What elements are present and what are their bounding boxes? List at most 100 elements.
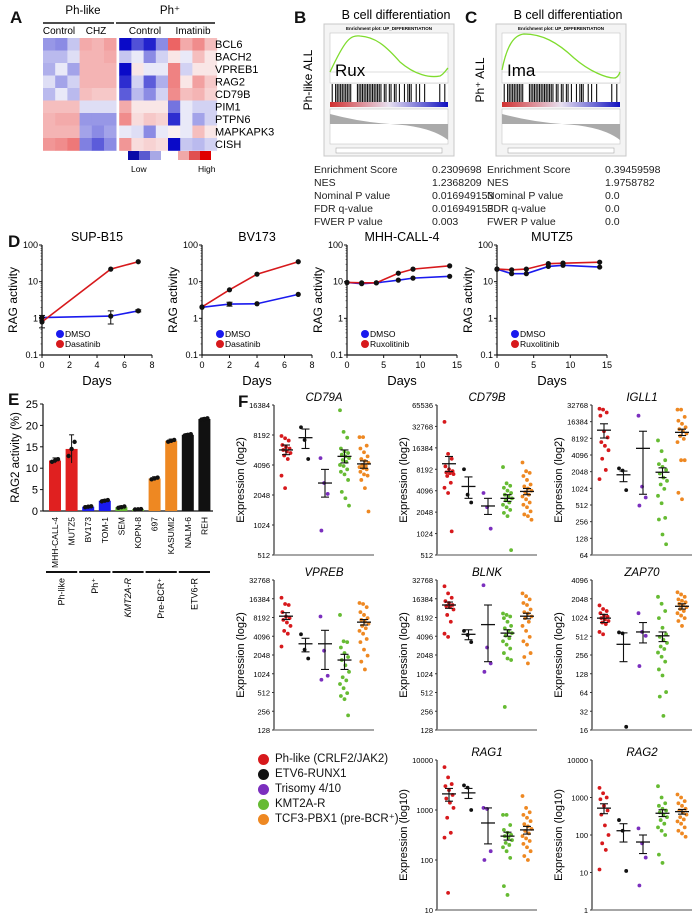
- sample-point: [679, 407, 683, 412]
- y-tick-label: 2048: [253, 491, 270, 500]
- sample-point: [521, 841, 526, 846]
- sample-point: [601, 632, 605, 637]
- gsea-hit: [530, 84, 532, 102]
- scatter-cd79b: CD79B 512 1024 2048 4096 8192 16384 32768 65536 E…: [398, 392, 537, 560]
- bar-nalm-6: [181, 434, 194, 511]
- gsea-hit: [377, 84, 379, 102]
- heatmap-cell: [43, 113, 56, 126]
- sample-point: [520, 624, 525, 628]
- scale-high-label: High: [198, 164, 216, 174]
- sample-point: [683, 834, 688, 839]
- x-tick-label: 8: [149, 360, 154, 370]
- sample-point: [657, 694, 662, 699]
- sample-point: [624, 724, 629, 729]
- stat-value: 0.0: [605, 190, 620, 202]
- sample-point: [665, 478, 669, 483]
- sample-point: [600, 456, 605, 461]
- sample-point: [679, 613, 683, 618]
- sample-point: [339, 452, 344, 457]
- series-line-dasatinib: [201, 260, 299, 308]
- sample-point: [363, 667, 367, 672]
- heatmap-cell: [67, 50, 80, 64]
- sample-point: [481, 806, 486, 810]
- heatmap-cell: [119, 75, 132, 89]
- y-axis-label: Expression (log2): [398, 612, 410, 698]
- sample-point: [365, 454, 370, 459]
- sample-point: [680, 624, 684, 628]
- data-point: [523, 271, 529, 277]
- x-tick-label: 8: [309, 360, 314, 370]
- sample-point: [663, 659, 668, 664]
- sample-point: [443, 464, 448, 469]
- sample-point: [342, 697, 347, 702]
- sample-point: [664, 808, 668, 813]
- heatmap-cell: [131, 100, 144, 114]
- sample-point: [657, 462, 661, 467]
- gene-label: RAG2: [215, 77, 245, 89]
- sample-point: [617, 466, 621, 471]
- heatmap-cell: [143, 113, 157, 126]
- heatmap-cell: [43, 138, 56, 151]
- panel-letter-f: F: [238, 392, 249, 411]
- sample-point: [679, 795, 683, 800]
- sample-point: [462, 467, 466, 472]
- gsea-hit: [528, 84, 530, 102]
- sample-point: [451, 472, 456, 477]
- stat-row: FDR q-value 0.0: [487, 203, 660, 216]
- sample-point: [525, 478, 529, 482]
- sample-point: [341, 430, 346, 434]
- y-tick-label: 256: [420, 707, 433, 716]
- sample-point: [502, 651, 506, 655]
- sample-point: [510, 838, 514, 843]
- gsea-side-label: Ph-like ALL: [301, 49, 315, 110]
- sample-point: [681, 817, 686, 822]
- sample-point: [520, 794, 525, 798]
- sample-point: [636, 611, 641, 616]
- sample-point: [338, 613, 342, 617]
- gsea-hit: [518, 84, 520, 102]
- sample-point: [606, 448, 611, 453]
- gsea-hit: [532, 84, 534, 102]
- sample-point: [663, 515, 668, 520]
- sample-point: [508, 508, 513, 512]
- y-tick-label: 4096: [253, 632, 270, 641]
- gsea-hit: [570, 84, 572, 102]
- sample-point: [675, 440, 680, 445]
- heatmap-cell: [104, 38, 117, 51]
- sample-point: [656, 438, 660, 443]
- gsea-hit: [368, 84, 370, 102]
- gsea-hit: [542, 84, 544, 102]
- gene-label: CISH: [215, 139, 241, 151]
- sample-point: [504, 812, 509, 817]
- heatmap-cell: [180, 75, 193, 89]
- heatmap-cell: [143, 50, 157, 64]
- data-point: [39, 319, 45, 325]
- sample-point: [346, 451, 350, 455]
- sample-point: [657, 852, 661, 857]
- sample-point: [345, 435, 350, 440]
- gsea-hit: [360, 84, 362, 102]
- sample-point: [286, 603, 291, 607]
- y-tick-label: 4096: [416, 632, 433, 641]
- gsea-es-curve: [329, 35, 449, 78]
- sample-point: [603, 823, 607, 828]
- gsea-hit: [390, 84, 392, 102]
- heatmap-cell: [155, 100, 169, 114]
- stat-value: 0.016949153: [432, 203, 494, 215]
- data-point: [447, 273, 453, 279]
- sample-point: [643, 495, 648, 500]
- sample-point: [469, 500, 474, 505]
- x-tick-label: 5: [531, 360, 536, 370]
- heatmap-cell: [43, 50, 56, 64]
- sample-point: [445, 613, 450, 617]
- x-tick-label: 697: [150, 517, 160, 531]
- heatmap-cell: [204, 125, 218, 139]
- sample-point: [664, 690, 668, 694]
- gsea-hit: [378, 84, 380, 102]
- sample-point: [527, 470, 532, 475]
- sample-point: [605, 435, 610, 440]
- sample-point: [341, 686, 346, 691]
- heatmap-cell: [204, 88, 218, 101]
- gsea-hit: [580, 84, 583, 102]
- sample-point: [522, 512, 527, 517]
